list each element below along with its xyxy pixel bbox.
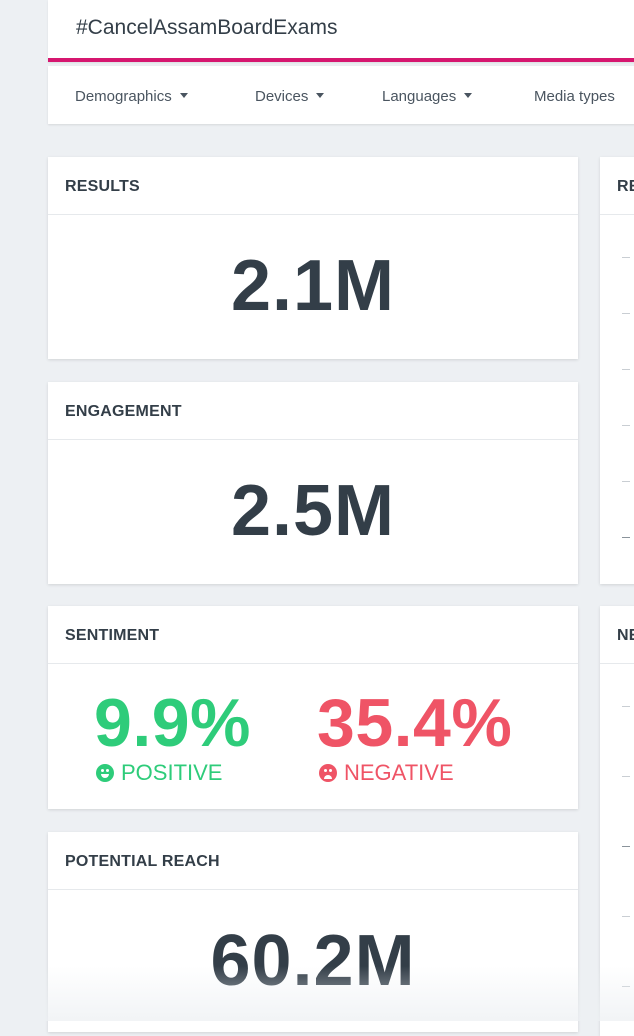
right-card-bottom: NE: [600, 606, 634, 1036]
results-value: 2.1M: [230, 246, 396, 326]
sentiment-positive-label: POSITIVE: [121, 760, 223, 785]
filter-demographics[interactable]: Demographics: [75, 88, 188, 105]
axis-baseline: [622, 537, 630, 538]
results-card-header: RESULTS: [48, 157, 578, 215]
sentiment-negative-label-row: NEGATIVE: [317, 760, 512, 786]
sentiment-title: SENTIMENT: [65, 627, 160, 644]
right-card-bottom-header: NE: [600, 606, 634, 664]
engagement-card-header: ENGAGEMENT: [48, 382, 578, 440]
filter-devices-label: Devices: [255, 88, 309, 105]
axis-tick: [622, 776, 630, 777]
search-box[interactable]: #CancelAssamBoardExams: [48, 0, 634, 62]
right-card-top-header: RE: [600, 157, 634, 215]
sentiment-positive-label-row: POSITIVE: [94, 760, 251, 786]
smile-icon: [96, 764, 114, 782]
engagement-value: 2.5M: [230, 471, 396, 551]
results-card: RESULTS 2.1M: [48, 157, 578, 359]
caret-down-icon: [179, 92, 188, 98]
right-card-top: RE: [600, 157, 634, 584]
potential-reach-value: 60.2M: [210, 921, 416, 1001]
filter-bar: Demographics Devices Languages Media typ…: [48, 66, 634, 124]
sentiment-negative-label: NEGATIVE: [344, 760, 454, 785]
potential-reach-title: POTENTIAL REACH: [65, 853, 220, 870]
sentiment-positive-value: 9.9%: [94, 685, 251, 761]
frown-icon: [319, 764, 337, 782]
axis-tick: [622, 257, 630, 258]
filter-languages-label: Languages: [382, 88, 457, 105]
filter-media-types[interactable]: Media types: [534, 88, 615, 105]
engagement-title: ENGAGEMENT: [65, 403, 182, 420]
potential-reach-card-header: POTENTIAL REACH: [48, 832, 578, 890]
caret-down-icon: [316, 92, 325, 98]
filter-devices[interactable]: Devices: [255, 88, 325, 105]
axis-tick: [622, 986, 630, 987]
results-title: RESULTS: [65, 178, 140, 195]
filter-media-types-label: Media types: [534, 88, 615, 105]
axis-tick: [622, 369, 630, 370]
axis-tick: [622, 313, 630, 314]
right-card-bottom-title: NE: [617, 627, 634, 644]
axis-tick: [622, 916, 630, 917]
sentiment-card: SENTIMENT 9.9% POSITIVE 35.4% NEGATIVE: [48, 606, 578, 809]
sentiment-positive: 9.9% POSITIVE: [94, 688, 251, 786]
filter-languages[interactable]: Languages: [382, 88, 473, 105]
potential-reach-card: POTENTIAL REACH 60.2M: [48, 832, 578, 1032]
caret-down-icon: [464, 92, 473, 98]
search-query-text[interactable]: #CancelAssamBoardExams: [76, 16, 338, 39]
axis-tick: [622, 846, 630, 847]
right-card-top-title: RE: [617, 178, 634, 195]
axis-tick: [622, 706, 630, 707]
axis-tick: [622, 481, 630, 482]
engagement-card: ENGAGEMENT 2.5M: [48, 382, 578, 584]
sentiment-card-header: SENTIMENT: [48, 606, 578, 664]
sentiment-negative-value: 35.4%: [317, 685, 513, 761]
sentiment-negative: 35.4% NEGATIVE: [317, 688, 512, 786]
axis-tick: [622, 425, 630, 426]
filter-demographics-label: Demographics: [75, 88, 172, 105]
